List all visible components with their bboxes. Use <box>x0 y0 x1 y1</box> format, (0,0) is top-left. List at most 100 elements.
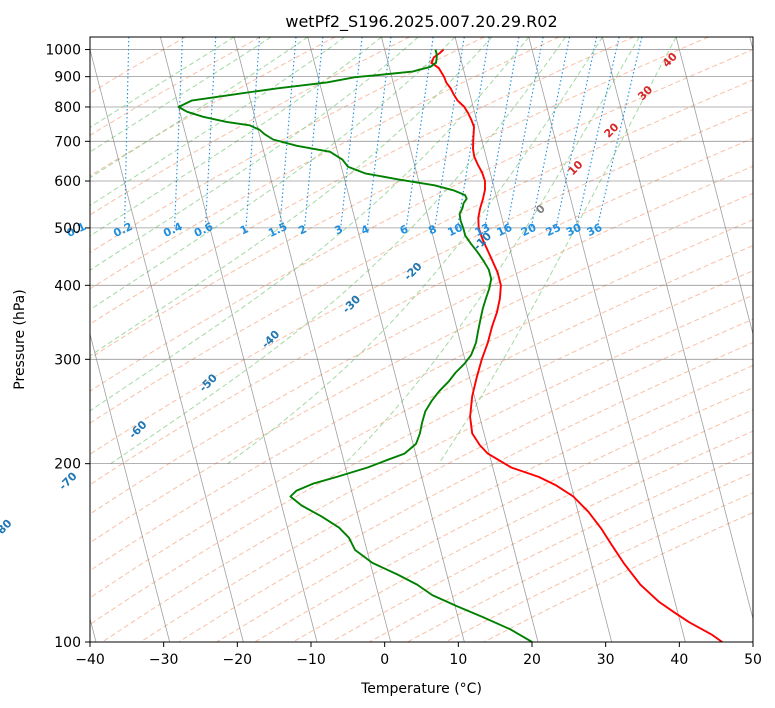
dry-adiabat <box>483 512 753 642</box>
mixing-ratio-label: 13 <box>473 221 492 239</box>
dry-adiabat <box>90 165 753 515</box>
isotherm-label: -60 <box>126 418 149 441</box>
mixing-ratio-line <box>279 37 297 228</box>
mixing-ratio-line <box>405 37 434 228</box>
dry-adiabat <box>90 192 753 544</box>
mixing-ratio-line <box>78 37 79 228</box>
moist-adiabat <box>227 37 603 465</box>
mixing-ratio-label: 8 <box>426 222 438 237</box>
mixing-ratio-label: 20 <box>519 221 539 239</box>
mixing-ratio-line <box>204 37 217 228</box>
x-tick-label: 40 <box>670 652 688 668</box>
dry-adiabat <box>140 318 753 642</box>
dry-adiabat <box>90 137 753 486</box>
moist-adiabat <box>344 37 640 465</box>
mixing-ratio-line <box>366 37 392 228</box>
dry-adiabat <box>90 37 186 94</box>
y-tick-label: 1000 <box>45 43 81 59</box>
moist-adiabat <box>90 37 493 357</box>
mixing-ratio-line <box>530 37 571 229</box>
isotherm-line <box>233 37 392 642</box>
isotherm-line <box>749 37 753 52</box>
mixing-ratio-line <box>484 37 520 228</box>
x-tick-label: 50 <box>744 652 762 668</box>
mixing-ratio-label: 6 <box>398 222 411 237</box>
dry-adiabat <box>90 49 753 392</box>
chart-title: wetPf2_S196.2025.007.20.29.R02 <box>285 12 557 32</box>
y-tick-label: 200 <box>54 457 81 473</box>
moist-adiabat <box>90 37 382 237</box>
mixing-ratio-line <box>303 37 324 228</box>
dry-adiabat <box>90 37 560 290</box>
dry-adiabat <box>90 37 261 136</box>
isotherm-label: -40 <box>259 328 282 351</box>
isotherm-label: 30 <box>635 83 655 103</box>
mixing-ratio-line <box>575 37 620 229</box>
x-tick-label: −40 <box>75 652 105 668</box>
isotherm-label: 40 <box>660 50 680 70</box>
mixing-ratio-line <box>506 37 544 229</box>
dry-adiabat <box>216 364 753 642</box>
mixing-ratio-label: 36 <box>585 221 605 239</box>
x-tick-label: 30 <box>597 652 615 668</box>
y-tick-label: 800 <box>54 100 81 116</box>
isotherm-line <box>602 37 753 621</box>
y-axis-label: Pressure (hPa) <box>12 289 28 389</box>
dry-adiabat <box>90 37 410 216</box>
isotherm-line <box>675 37 753 336</box>
y-tick-label: 500 <box>54 221 81 237</box>
isotherm-line <box>381 37 539 642</box>
x-axis: −40 −30 −20 −10 0 10 20 30 40 50 <box>75 642 762 668</box>
x-axis-label: Temperature (°C) <box>360 681 482 697</box>
line-labels: 0.10.20.40.611.52346810131620253036-100-… <box>0 50 680 540</box>
mixing-ratio-label: 4 <box>359 222 372 237</box>
y-tick-label: 300 <box>54 352 81 368</box>
mixing-ratio-label: 25 <box>544 221 563 239</box>
dry-adiabat <box>90 37 485 254</box>
dry-adiabat <box>369 451 753 642</box>
x-tick-label: −30 <box>149 652 179 668</box>
y-tick-label: 600 <box>54 174 81 190</box>
y-tick-label: 400 <box>54 278 81 294</box>
mixing-ratio-label: 10 <box>446 221 466 239</box>
moist-adiabat <box>90 37 309 179</box>
y-axis: 100 200 300 400 500 600 700 800 900 1000 <box>45 43 90 651</box>
x-tick-label: 20 <box>523 652 541 668</box>
x-tick-label: 10 <box>449 652 467 668</box>
isotherm-line <box>90 47 244 642</box>
x-tick-label: 0 <box>380 652 389 668</box>
dry-adiabat <box>90 37 709 359</box>
mixing-ratio-line <box>340 37 363 228</box>
mixing-ratio-label: 30 <box>564 221 584 239</box>
isotherm-label: 20 <box>602 120 622 140</box>
isotherm-line <box>454 37 613 642</box>
moist-adiabat <box>90 37 272 153</box>
moist-adiabat <box>90 37 235 129</box>
mixing-ratio-label: 16 <box>495 221 515 239</box>
y-tick-label: 700 <box>54 134 81 150</box>
isotherm-label: -80 <box>0 517 15 540</box>
mixing-ratio-label: 1 <box>238 222 250 237</box>
isotherm-line <box>528 37 686 642</box>
background-lines <box>78 37 753 642</box>
mixing-ratio-label: 2 <box>296 222 308 237</box>
mixing-ratio-label: 0.4 <box>161 220 184 240</box>
mixing-ratio-label: 0.2 <box>111 220 134 240</box>
isotherm-label: -70 <box>56 469 79 492</box>
isotherm-label: -20 <box>401 260 424 283</box>
data-series <box>177 48 723 642</box>
plot-frame <box>89 36 754 643</box>
y-tick-label: 900 <box>54 70 81 86</box>
moist-adiabat <box>90 37 345 207</box>
mixing-ratio-label: 3 <box>333 222 345 237</box>
mixing-ratio-line <box>123 37 130 228</box>
dry-adiabat <box>178 341 753 642</box>
y-tick-label: 100 <box>54 635 81 651</box>
dry-adiabat <box>90 37 336 177</box>
dry-adiabat <box>90 244 753 599</box>
isotherm-line <box>307 37 465 642</box>
temperature-line <box>430 48 723 642</box>
moist-adiabat <box>90 37 530 412</box>
dry-adiabat <box>90 108 753 455</box>
